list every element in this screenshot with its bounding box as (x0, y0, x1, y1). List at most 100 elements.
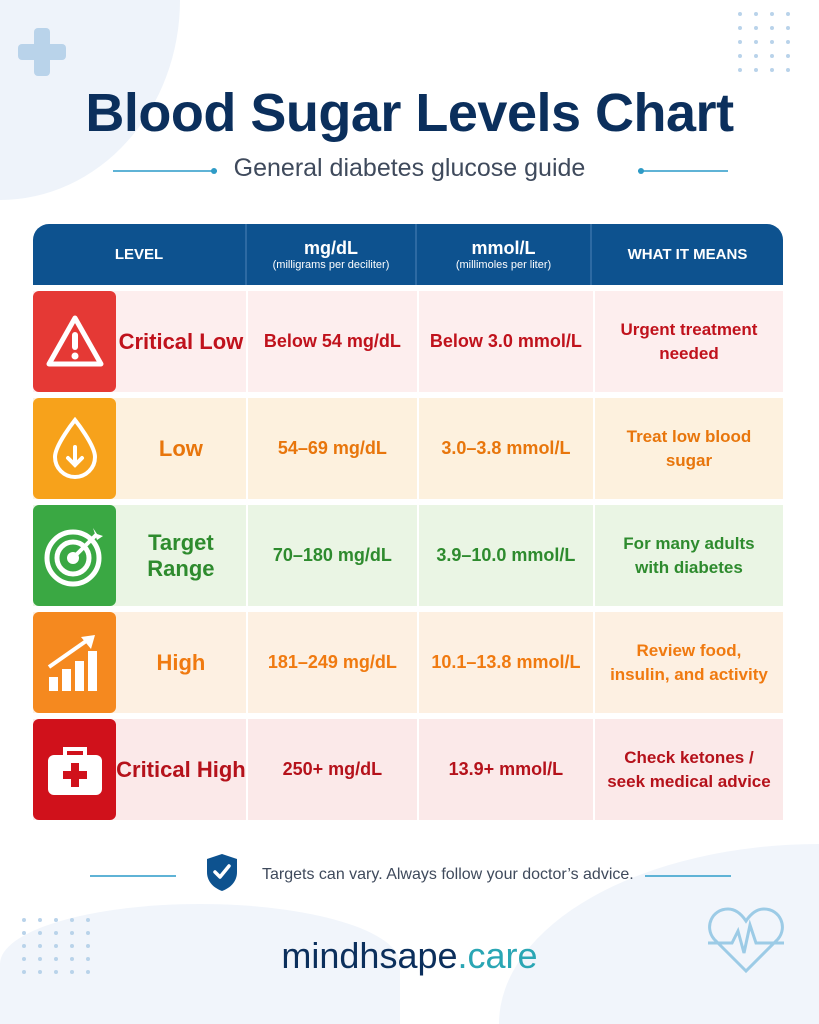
divider (90, 875, 176, 877)
dot (54, 957, 58, 961)
dot (786, 68, 790, 72)
dot (38, 957, 42, 961)
dot (38, 918, 42, 922)
dot (86, 918, 90, 922)
background-shape (0, 904, 400, 1024)
table-row: Target Range 70–180 mg/dL 3.9–10.0 mmol/… (33, 505, 783, 606)
dot (22, 957, 26, 961)
dot (86, 944, 90, 948)
dot (86, 970, 90, 974)
header-mmol-sub: (millimoles per liter) (455, 259, 552, 271)
mmol-cell: 13.9+ mmol/L (418, 719, 593, 820)
header-mgdl-sub: (milligrams per deciliter) (272, 259, 390, 271)
warning-triangle-icon (33, 291, 116, 392)
level-cell: High (33, 612, 246, 713)
level-cell: Target Range (33, 505, 246, 606)
mmol-cell: 3.0–3.8 mmol/L (418, 398, 593, 499)
brand-name: mindhsape (281, 935, 458, 976)
meaning-cell: For many adults with diabetes (594, 505, 783, 606)
dot (738, 40, 742, 44)
dot (38, 931, 42, 935)
header-mgdl: mg/dL (304, 238, 358, 258)
mgdl-cell: Below 54 mg/dL (247, 291, 417, 392)
meaning-cell: Review food, insulin, and activity (594, 612, 783, 713)
dot (54, 918, 58, 922)
level-cell: Critical Low (33, 291, 246, 392)
mgdl-cell: 250+ mg/dL (247, 719, 417, 820)
table-header: LEVEL mg/dL (milligrams per deciliter) mm… (33, 224, 783, 285)
dot (70, 970, 74, 974)
mgdl-cell: 70–180 mg/dL (247, 505, 417, 606)
level-cell: Low (33, 398, 246, 499)
mgdl-cell: 181–249 mg/dL (247, 612, 417, 713)
drop-down-arrow-icon (33, 398, 116, 499)
dot (70, 957, 74, 961)
dot (770, 54, 774, 58)
dot (770, 40, 774, 44)
dot (738, 26, 742, 30)
footer-text: Targets can vary. Always follow your doc… (262, 866, 634, 883)
dot (786, 40, 790, 44)
divider (113, 168, 217, 174)
dot (54, 931, 58, 935)
dot (38, 970, 42, 974)
dot (54, 970, 58, 974)
meaning-cell: Urgent treatment needed (594, 291, 783, 392)
dot (86, 957, 90, 961)
dot (70, 944, 74, 948)
dot (754, 12, 758, 16)
dot (86, 931, 90, 935)
shield-check-icon (207, 854, 237, 891)
first-aid-kit-icon (33, 719, 116, 820)
dot (770, 12, 774, 16)
decorative-dots (22, 918, 90, 974)
level-name: Critical Low (118, 328, 244, 354)
dot (54, 944, 58, 948)
mmol-cell: Below 3.0 mmol/L (418, 291, 593, 392)
dot (70, 931, 74, 935)
dot (22, 970, 26, 974)
dot (770, 26, 774, 30)
dot (754, 54, 758, 58)
mgdl-cell: 54–69 mg/dL (247, 398, 417, 499)
level-name: High (156, 649, 206, 675)
medical-cross-icon (18, 28, 66, 76)
divider (645, 875, 731, 877)
meaning-cell: Treat low blood sugar (594, 398, 783, 499)
page-title: Blood Sugar Levels Chart (85, 83, 734, 143)
mmol-cell: 3.9–10.0 mmol/L (418, 505, 593, 606)
dot (38, 944, 42, 948)
table-row: Critical High 250+ mg/dL 13.9+ mmol/L Ch… (33, 719, 783, 820)
brand-tld: .care (457, 935, 538, 976)
level-cell: Critical High (33, 719, 246, 820)
meaning-cell: Check ketones / seek medical advice (594, 719, 783, 820)
header-level: LEVEL (114, 246, 164, 263)
table-row: Critical Low Below 54 mg/dL Below 3.0 mm… (33, 291, 783, 392)
level-name: Low (158, 435, 203, 461)
target-icon (33, 505, 116, 606)
table-row: Low 54–69 mg/dL 3.0–3.8 mmol/L Treat low… (33, 398, 783, 499)
dot (770, 68, 774, 72)
divider (638, 168, 728, 174)
footer-note: Targets can vary. Always follow your doc… (0, 854, 819, 900)
brand-logo: mindhsape.care (0, 935, 819, 977)
header-mmol: mmol/L (471, 238, 536, 258)
mmol-cell: 10.1–13.8 mmol/L (418, 612, 593, 713)
subtitle: General diabetes glucose guide (233, 154, 586, 182)
dot (786, 26, 790, 30)
dot (754, 40, 758, 44)
rising-chart-icon (33, 612, 116, 713)
dot (754, 68, 758, 72)
decorative-dots (738, 12, 790, 72)
dot (738, 68, 742, 72)
dot (70, 918, 74, 922)
table-row: High 181–249 mg/dL 10.1–13.8 mmol/L Revi… (33, 612, 783, 713)
dot (738, 54, 742, 58)
header-means: WHAT IT MEANS (627, 246, 748, 263)
heart-pulse-icon (708, 907, 784, 974)
dot (738, 12, 742, 16)
level-name: Critical High (116, 756, 246, 782)
level-name: Target Range (147, 529, 215, 581)
dot (22, 944, 26, 948)
glucose-table: LEVEL mg/dL (milligrams per deciliter) mm… (33, 224, 783, 820)
